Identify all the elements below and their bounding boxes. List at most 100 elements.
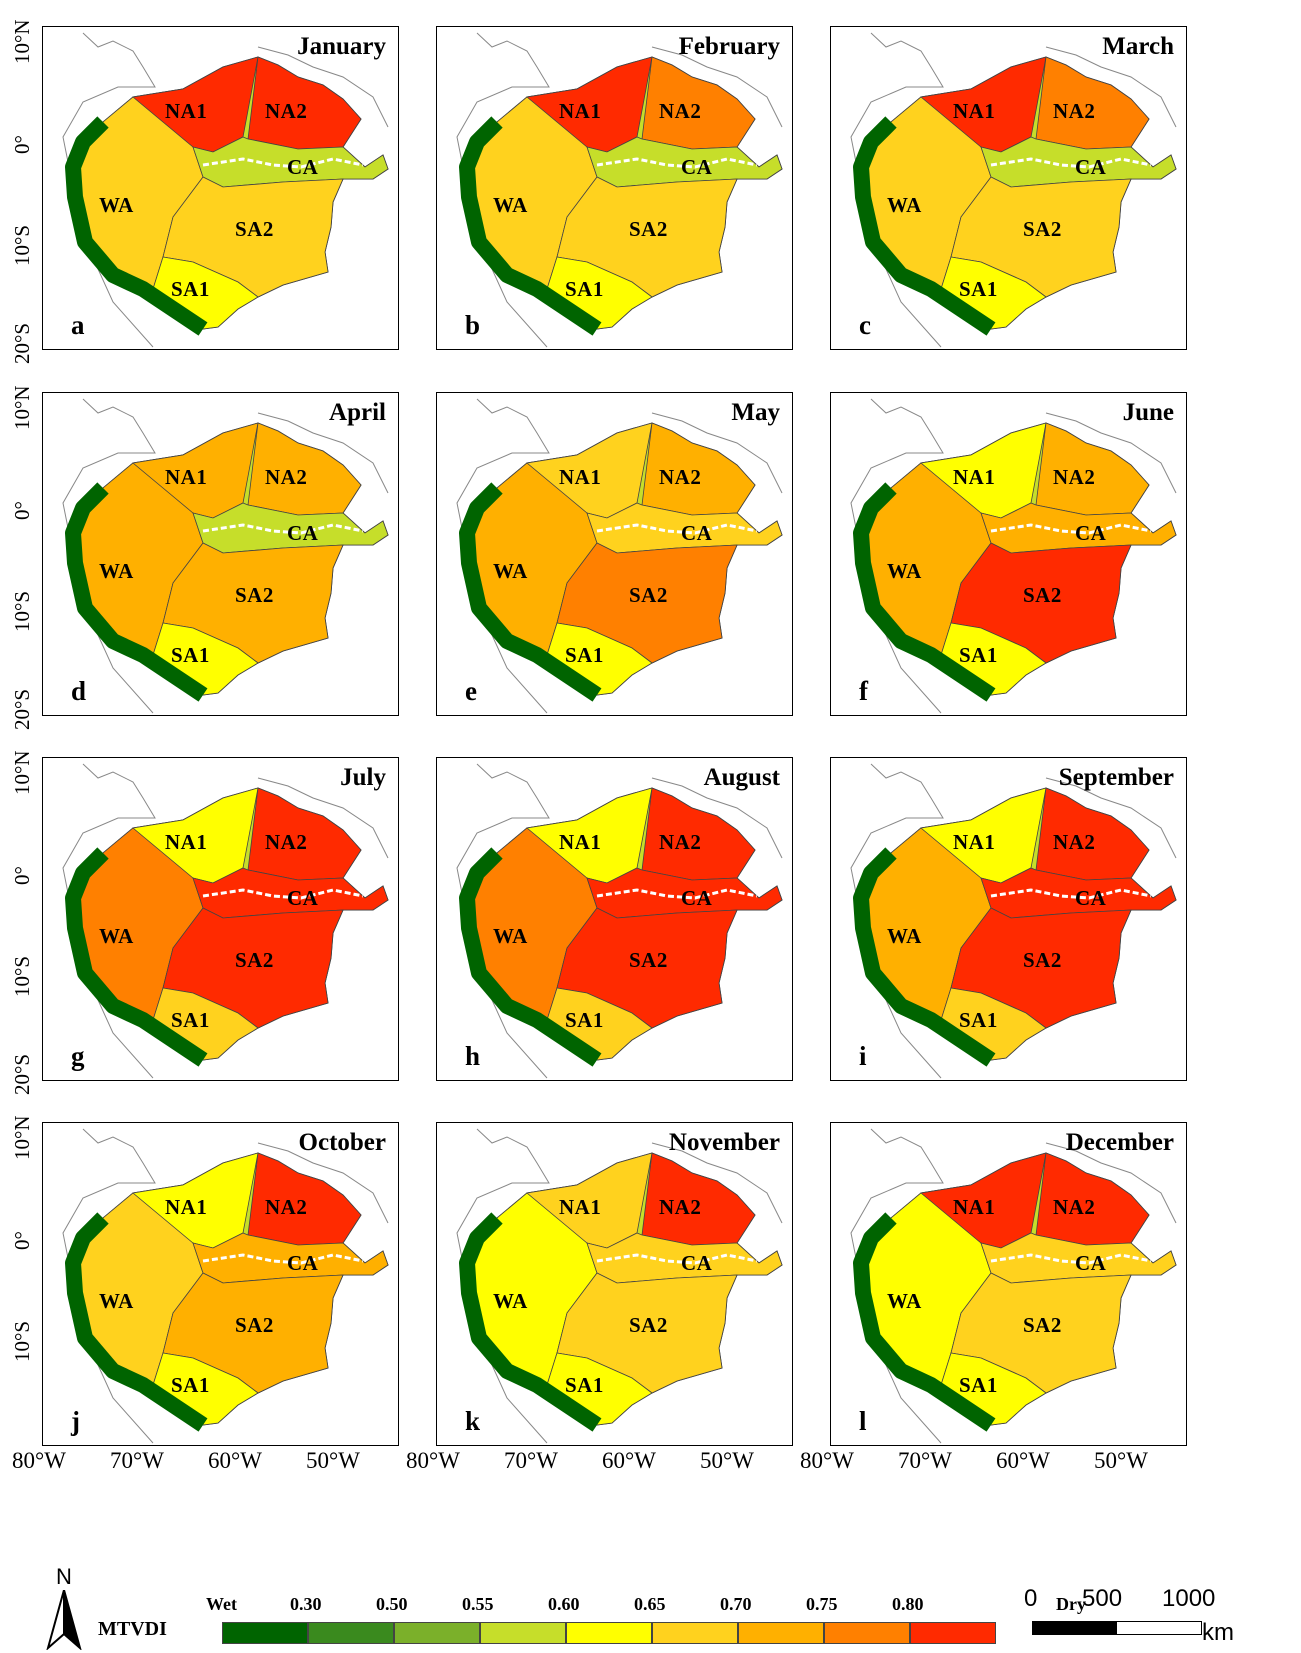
scale-unit: km (1202, 1619, 1234, 1646)
region-label-na1: NA1 (165, 465, 208, 489)
map-graphic (62, 32, 389, 348)
map-panel-g: NA1 NA2 CA WA SA2 SA1 July g (42, 757, 399, 1081)
region-label-sa1: SA1 (171, 277, 210, 301)
month-title: September (1058, 764, 1174, 791)
map-graphic (850, 398, 1177, 714)
north-arrow-icon: N (44, 1564, 84, 1650)
region-label-na2: NA2 (265, 465, 308, 489)
map-graphic (456, 32, 783, 348)
region-label-wa: WA (99, 924, 134, 948)
month-title: April (329, 399, 386, 426)
month-title: October (298, 1129, 386, 1156)
andes-wet-band (853, 847, 996, 1067)
region-label-wa: WA (493, 559, 528, 583)
region-label-na1: NA1 (953, 830, 996, 854)
region-label-na1: NA1 (953, 1195, 996, 1219)
map-panel-c: NA1 NA2 CA WA SA2 SA1 March c (830, 26, 1187, 350)
amazon-river (990, 523, 1152, 535)
lon-label: 60°W (208, 1448, 262, 1473)
region-label-sa1: SA1 (959, 277, 998, 301)
region-label-sa1: SA1 (959, 1373, 998, 1397)
region-label-wa: WA (493, 193, 528, 217)
map-graphic (850, 32, 1177, 348)
region-label-ca: CA (287, 886, 319, 910)
region-label-sa1: SA1 (565, 1008, 604, 1032)
legend-swatch (394, 1622, 480, 1644)
coastline-north (257, 777, 389, 859)
region-label-na2: NA2 (1053, 465, 1096, 489)
map-panel-d: NA1 NA2 CA WA SA2 SA1 April d (42, 392, 399, 716)
legend-tick-label: 0.30 (290, 1594, 322, 1614)
region-label-ca: CA (681, 521, 713, 545)
coastline-north (1045, 1142, 1177, 1224)
region-label-na2: NA2 (1053, 830, 1096, 854)
lat-label: 20°S (10, 322, 34, 364)
panel-letter: e (465, 676, 477, 706)
amazon-river (596, 523, 758, 535)
andes-wet-band (65, 116, 208, 336)
region-label-sa2: SA2 (1023, 1313, 1062, 1337)
lat-label: 10°S (10, 1320, 34, 1362)
lat-label: 20°S (10, 688, 34, 730)
region-label-na1: NA1 (165, 99, 208, 123)
andes-wet-band (459, 1212, 602, 1432)
legend-swatch (738, 1622, 824, 1644)
panel-letter: l (859, 1406, 867, 1436)
lon-label: 50°W (306, 1448, 360, 1473)
map-panel-k: NA1 NA2 CA WA SA2 SA1 November k (436, 1122, 793, 1446)
region-label-sa1: SA1 (959, 1008, 998, 1032)
legend-tick-label: 0.65 (634, 1594, 666, 1614)
region-label-na2: NA2 (265, 1195, 308, 1219)
scale-label-0: 0 (1024, 1585, 1038, 1612)
month-title: May (731, 399, 780, 426)
lat-label: 0° (10, 866, 34, 885)
scale-bar-white (1116, 1621, 1202, 1635)
map-panel-a: NA1 NA2 CA WA SA2 SA1 January a (42, 26, 399, 350)
region-label-na2: NA2 (659, 1195, 702, 1219)
region-label-sa2: SA2 (629, 217, 668, 241)
region-label-na1: NA1 (559, 465, 602, 489)
andes-wet-band (459, 116, 602, 336)
coastline-north (651, 777, 783, 859)
region-label-na1: NA1 (559, 1195, 602, 1219)
legend-tick-label: Wet (206, 1594, 237, 1614)
map-panel-h: NA1 NA2 CA WA SA2 SA1 August h (436, 757, 793, 1081)
region-label-na2: NA2 (265, 830, 308, 854)
lon-label: 80°W (406, 1448, 460, 1473)
legend-tick-label: Dry (1056, 1594, 1086, 1614)
panel-letter: d (71, 676, 87, 706)
region-label-na2: NA2 (1053, 1195, 1096, 1219)
legend-swatch (308, 1622, 394, 1644)
region-label-na1: NA1 (559, 830, 602, 854)
legend-swatch (910, 1622, 996, 1644)
legend-tick-label: 0.55 (462, 1594, 494, 1614)
region-label-sa2: SA2 (1023, 217, 1062, 241)
lat-label: 10°N (10, 750, 34, 795)
amazon-river (596, 888, 758, 900)
region-label-na1: NA1 (953, 99, 996, 123)
coastline-north (651, 46, 783, 128)
region-label-wa: WA (887, 924, 922, 948)
region-label-sa1: SA1 (565, 643, 604, 667)
region-label-wa: WA (99, 1289, 134, 1313)
andes-wet-band (459, 847, 602, 1067)
legend-tick-label: 0.75 (806, 1594, 838, 1614)
region-label-ca: CA (287, 521, 319, 545)
region-label-ca: CA (287, 1251, 319, 1275)
andes-wet-band (853, 482, 996, 702)
scale-bar-black (1032, 1621, 1118, 1635)
lat-label: 10°S (10, 224, 34, 266)
panel-letter: b (465, 310, 481, 340)
legend-tick-label: 0.60 (548, 1594, 580, 1614)
scale-bar: 0 500 1000 km (1024, 1585, 1290, 1651)
lat-label: 0° (10, 135, 34, 154)
legend-title: MTVDI (98, 1618, 167, 1640)
month-title: June (1122, 399, 1174, 426)
amazon-river (990, 1253, 1152, 1265)
map-graphic (456, 398, 783, 714)
coastline-north (651, 1142, 783, 1224)
region-label-wa: WA (99, 559, 134, 583)
region-label-ca: CA (1075, 521, 1107, 545)
region-label-ca: CA (1075, 886, 1107, 910)
region-label-wa: WA (887, 559, 922, 583)
